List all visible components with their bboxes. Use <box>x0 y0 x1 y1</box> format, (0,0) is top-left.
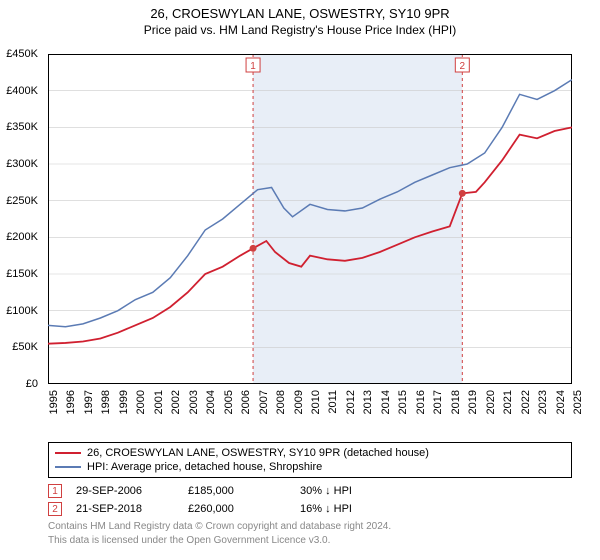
y-tick: £150K <box>6 268 38 280</box>
x-tick: 2000 <box>135 390 147 414</box>
sale-row: 1 29-SEP-2006 £185,000 30% ↓ HPI <box>48 482 572 500</box>
legend-label: 26, CROESWYLAN LANE, OSWESTRY, SY10 9PR … <box>87 447 429 459</box>
x-tick: 1998 <box>100 390 112 414</box>
attribution-line2: This data is licensed under the Open Gov… <box>48 534 572 548</box>
x-tick: 2013 <box>362 390 374 414</box>
x-tick: 2011 <box>327 390 339 414</box>
x-tick: 2015 <box>397 390 409 414</box>
legend-row: HPI: Average price, detached house, Shro… <box>55 460 565 474</box>
y-tick: £200K <box>6 231 38 243</box>
sale-row: 2 21-SEP-2018 £260,000 16% ↓ HPI <box>48 500 572 518</box>
legend-label: HPI: Average price, detached house, Shro… <box>87 461 322 473</box>
y-tick: £0 <box>26 378 38 390</box>
sale-delta: 30% ↓ HPI <box>300 485 398 497</box>
svg-text:1: 1 <box>250 61 256 72</box>
sale-events: 1 29-SEP-2006 £185,000 30% ↓ HPI2 21-SEP… <box>48 482 572 518</box>
sale-marker-chip: 2 <box>48 502 62 516</box>
y-tick: £100K <box>6 305 38 317</box>
sale-date: 29-SEP-2006 <box>76 485 174 497</box>
y-tick: £350K <box>6 121 38 133</box>
y-tick: £300K <box>6 158 38 170</box>
x-tick: 2012 <box>345 390 357 414</box>
attribution-line1: Contains HM Land Registry data © Crown c… <box>48 520 572 534</box>
y-tick: £400K <box>6 85 38 97</box>
x-tick: 2020 <box>485 390 497 414</box>
x-tick: 2019 <box>467 390 479 414</box>
x-tick: 2014 <box>380 390 392 414</box>
x-tick: 2001 <box>153 390 165 414</box>
x-tick: 2005 <box>223 390 235 414</box>
x-tick: 2010 <box>310 390 322 414</box>
chart-plot: 12 <box>48 54 572 384</box>
x-tick: 2016 <box>415 390 427 414</box>
legend-swatch <box>55 466 81 468</box>
y-tick: £50K <box>12 341 38 353</box>
x-tick: 2022 <box>520 390 532 414</box>
x-tick: 2025 <box>572 390 584 414</box>
x-axis: 1995 1996 1997 1998 1999 2000 2001 2002 2003 2004… <box>48 386 572 442</box>
sale-price: £185,000 <box>188 485 286 497</box>
y-axis: £0£50K£100K£150K£200K£250K£300K£350K£400… <box>0 54 42 384</box>
x-tick: 1996 <box>65 390 77 414</box>
x-tick: 2002 <box>170 390 182 414</box>
x-tick: 2021 <box>502 390 514 414</box>
x-tick: 1999 <box>118 390 130 414</box>
legend-swatch <box>55 452 81 454</box>
svg-text:2: 2 <box>460 61 466 72</box>
x-tick: 2017 <box>432 390 444 414</box>
legend-row: 26, CROESWYLAN LANE, OSWESTRY, SY10 9PR … <box>55 446 565 460</box>
x-tick: 2007 <box>258 390 270 414</box>
y-tick: £250K <box>6 195 38 207</box>
sale-delta: 16% ↓ HPI <box>300 503 398 515</box>
x-tick: 2009 <box>293 390 305 414</box>
x-tick: 1995 <box>48 390 60 414</box>
sale-marker-chip: 1 <box>48 484 62 498</box>
x-tick: 2024 <box>555 390 567 414</box>
x-tick: 1997 <box>83 390 95 414</box>
sale-price: £260,000 <box>188 503 286 515</box>
x-tick: 2003 <box>188 390 200 414</box>
y-tick: £450K <box>6 48 38 60</box>
attribution: Contains HM Land Registry data © Crown c… <box>48 520 572 547</box>
sale-date: 21-SEP-2018 <box>76 503 174 515</box>
chart-subtitle: Price paid vs. HM Land Registry's House … <box>0 21 600 37</box>
chart-title: 26, CROESWYLAN LANE, OSWESTRY, SY10 9PR <box>0 0 600 21</box>
x-tick: 2004 <box>205 390 217 414</box>
x-tick: 2018 <box>450 390 462 414</box>
x-tick: 2023 <box>537 390 549 414</box>
x-tick: 2006 <box>240 390 252 414</box>
x-tick: 2008 <box>275 390 287 414</box>
legend: 26, CROESWYLAN LANE, OSWESTRY, SY10 9PR … <box>48 442 572 478</box>
